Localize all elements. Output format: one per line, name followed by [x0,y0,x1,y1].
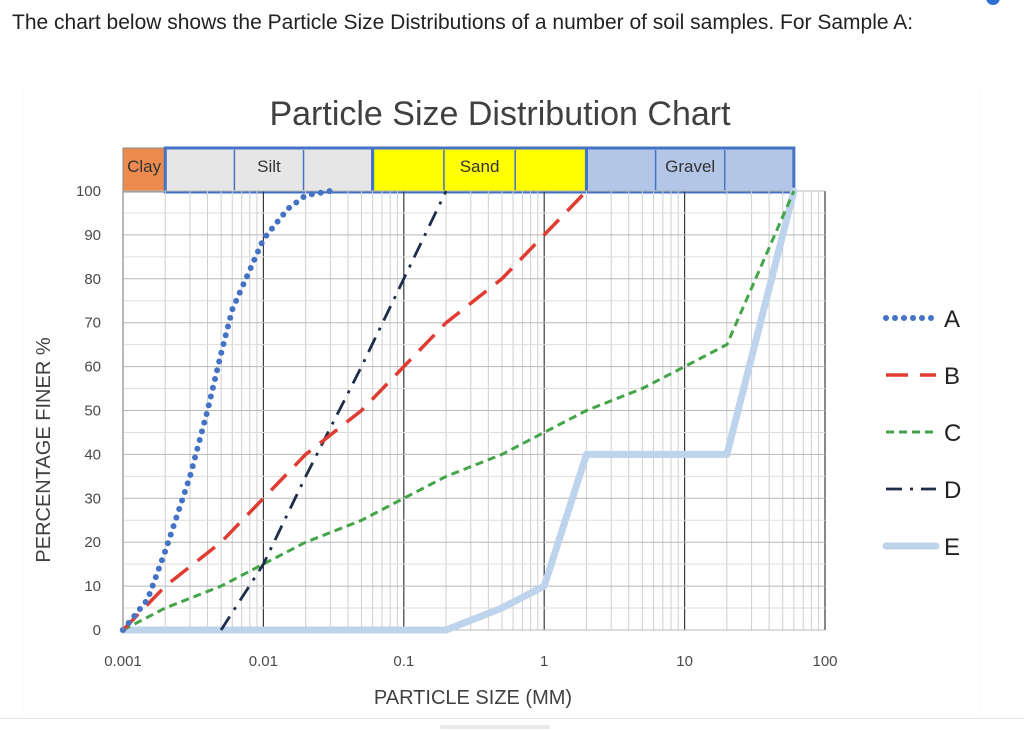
y-tick-label: 0 [93,622,101,639]
series-line-b [121,189,588,632]
scroll-handle[interactable] [440,725,550,729]
soil-band-label: Clay [127,157,162,176]
x-tick-label: 0.1 [393,653,414,670]
chart-axes: 0 10 20 30 40 50 60 70 80 90 100 0.001 0.01 0.1 1 10 100 [76,183,838,670]
y-tick-label: 30 [84,490,101,507]
legend-item-a: A [883,306,960,333]
y-tick-label: 80 [84,271,101,288]
soil-band-clay: Clay [122,147,166,193]
particle-size-chart: Particle Size Distribution Chart Clay Sil… [33,95,961,709]
series-line-c [122,190,796,632]
y-tick-label: 10 [84,578,101,595]
legend-item-c: C [886,420,961,447]
soil-band-sand: Sand [371,146,588,194]
chart-series [119,187,798,634]
divider [0,718,1024,719]
question-text: The chart below shows the Particle Size … [12,11,914,34]
legend-item-e: E [882,534,960,561]
y-tick-label: 50 [84,403,101,420]
soil-band-box [371,146,588,194]
x-tick-label: 10 [676,653,693,670]
y-tick-label: 60 [84,359,101,376]
x-tick-label: 1 [540,653,548,670]
soil-band-box [163,146,375,194]
soil-band-box [584,146,796,194]
soil-band-header: Clay Silt Sand Gravel [122,146,796,194]
x-tick-label: 0.001 [104,653,142,670]
y-tick-label: 20 [84,534,101,551]
y-tick-label: 40 [84,446,101,463]
legend-label: E [944,534,960,561]
soil-band-label: Gravel [665,157,715,176]
y-tick-label: 100 [76,183,101,200]
soil-band-silt: Silt [163,146,375,194]
soil-band-box [122,147,166,193]
chart-title: Particle Size Distribution Chart [269,95,731,133]
legend-item-b: B [886,363,960,390]
series-line-e [119,187,798,634]
series-line-a [120,188,334,633]
legend-label: B [944,363,960,390]
y-tick-label: 70 [84,315,101,332]
legend-item-d: D [886,477,961,504]
gear-icon[interactable] [980,0,1006,8]
soil-band-label: Silt [257,157,281,176]
legend-label: A [944,306,960,333]
legend-label: C [944,420,961,447]
x-tick-label: 0.01 [249,653,278,670]
soil-band-gravel: Gravel [584,146,796,194]
x-tick-label: 100 [812,653,837,670]
soil-band-label: Sand [460,157,500,176]
chart-container: Particle Size Distribution Chart Clay Sil… [24,84,980,714]
y-axis-label: PERCENTAGE FINER % [33,337,55,562]
chart-grid [122,190,826,631]
chart-legend: A B C D E [882,306,961,561]
legend-label: D [944,477,961,504]
y-tick-label: 90 [84,227,101,244]
x-axis-label: PARTICLE SIZE (MM) [374,687,572,709]
